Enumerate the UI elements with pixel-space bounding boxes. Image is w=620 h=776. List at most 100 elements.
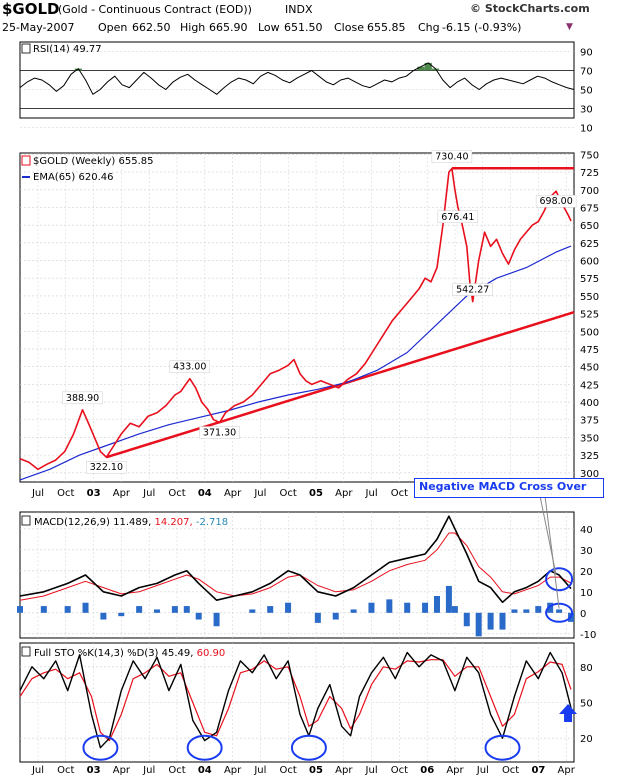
high-label: High [180, 21, 206, 34]
sto-tick-label-0: 80 [580, 663, 593, 674]
sto-tick-label-2: 20 [580, 734, 593, 745]
macd-histogram-bar-29 [487, 612, 494, 630]
open-value: 662.50 [132, 21, 171, 34]
price-x-tick-8: Jul [253, 488, 266, 499]
macd-histogram-bar-11 [213, 612, 220, 627]
rsi-tick-label-4: 10 [580, 124, 593, 135]
price-tick-label-8: 550 [580, 292, 599, 303]
rsi-overbought-fill-56 [424, 62, 432, 71]
price-annotation-6: 542.27 [456, 285, 489, 296]
macd-histogram-bar-10 [195, 612, 202, 620]
macd-histogram-bar-27 [463, 612, 470, 627]
macd-histogram-bar-1 [40, 606, 47, 613]
price-tick-label-9: 525 [580, 310, 599, 321]
price-annotation-7: 698.00 [540, 196, 573, 207]
rsi-legend-swatch [21, 43, 31, 54]
price-x-tick-6: 04 [198, 488, 212, 499]
macd-tick-label-0: 40 [580, 525, 593, 536]
macd-title-prefix: MACD(12,26,9) [34, 517, 113, 528]
price-tick-label-0: 750 [580, 150, 599, 161]
macd-legend-swatch [21, 515, 31, 526]
callout-pointer-2 [544, 495, 560, 609]
price-annotation-3: 371.30 [203, 428, 236, 439]
close-value: 655.85 [367, 21, 406, 34]
rsi-panel [19, 41, 575, 119]
sto-legend-swatch [21, 646, 31, 657]
macd-histogram-bar-4 [100, 612, 107, 620]
sto-title-prefix: Full STO %K(14,3) %D(3) [34, 648, 162, 659]
ema-line [19, 245, 572, 481]
macd-histogram-bar-13 [249, 609, 256, 613]
price-tick-label-15: 375 [580, 416, 599, 427]
sto-x-tick-4: Jul [142, 765, 155, 776]
price-annotation-box-5 [437, 210, 479, 224]
price-x-tick-9: Oct [280, 488, 297, 499]
macd-histogram-bar-6 [136, 606, 143, 613]
price-trendline-0 [106, 310, 575, 459]
price-tick-label-14: 400 [580, 398, 599, 409]
rsi-tick-label-3: 30 [580, 105, 593, 116]
price-x-tick-0: Jul [31, 488, 44, 499]
symbol-description: (Gold - Continuous Contract (EOD)) [58, 3, 252, 16]
sto-k-value: 45.49, [162, 648, 197, 659]
brand-label: © StockCharts.com [470, 2, 590, 15]
price-annotation-box-7 [535, 194, 577, 208]
price-legend-swatch [21, 155, 31, 166]
macd-histogram-bar-17 [314, 612, 321, 623]
price-x-tick-10: 05 [309, 488, 323, 499]
price-x-tick-12: Jul [365, 488, 378, 499]
price-x-tick-11: Apr [335, 488, 353, 499]
price-annotation-2: 433.00 [173, 362, 206, 373]
macd-histogram-bar-23 [422, 602, 429, 613]
macd-histogram-bar-22 [404, 602, 411, 613]
sto-x-tick-19: Apr [558, 765, 576, 776]
sto-x-tick-15: Apr [446, 765, 464, 776]
price-tick-label-16: 350 [580, 433, 599, 444]
price-tick-label-6: 600 [580, 257, 599, 268]
macd-histogram-bar-28 [475, 612, 482, 637]
up-arrow-icon [559, 704, 578, 722]
rsi-tick-label-0: 90 [580, 48, 593, 59]
macd-callout: Negative MACD Cross Over [414, 478, 604, 498]
price-panel [19, 152, 575, 483]
chg-value: -6.15 (-0.93%) [442, 21, 522, 34]
price-tick-label-3: 675 [580, 203, 599, 214]
sto-x-tick-14: 06 [420, 765, 434, 776]
sto-x-tick-17: Oct [502, 765, 519, 776]
macd-histogram-bar-5 [118, 612, 125, 617]
macd-tick-label-5: -10 [580, 630, 596, 641]
sto-tick-label-1: 50 [580, 699, 593, 710]
macd-histogram-bar-14 [267, 606, 274, 613]
price-tick-label-11: 475 [580, 345, 599, 356]
macd-tick-label-4: 0 [580, 609, 586, 620]
macd-histogram-bar-19 [350, 609, 357, 613]
macd-callout-label: Negative MACD Cross Over [419, 480, 587, 493]
macd-tick-label-2: 20 [580, 567, 593, 578]
sto-x-tick-9: Oct [280, 765, 297, 776]
price-tick-label-4: 650 [580, 221, 599, 232]
macd-histogram-bar-7 [154, 609, 161, 613]
price-x-tick-13: Oct [391, 488, 408, 499]
macd-histogram-bar-15 [285, 602, 292, 613]
price-tick-label-10: 500 [580, 327, 599, 338]
high-value: 665.90 [209, 21, 248, 34]
macd-title: MACD(12,26,9) 11.489, 14.207, -2.718 [34, 517, 228, 528]
macd-histogram-bar-30 [499, 612, 506, 630]
price-line [19, 167, 572, 471]
macd-tick-label-3: 10 [580, 588, 593, 599]
sto-x-tick-12: Jul [365, 765, 378, 776]
price-annotation-box-1 [86, 460, 127, 474]
symbol-title: $GOLD [2, 0, 60, 18]
sto-oversold-circle-1 [186, 734, 223, 761]
ema-legend-label: EMA(65) 620.46 [33, 172, 113, 183]
sto-x-tick-18: 07 [531, 765, 545, 776]
sto-x-tick-0: Jul [31, 765, 44, 776]
price-title: $GOLD (Weekly) 655.85 [33, 156, 154, 167]
macd-histogram-bar-20 [368, 602, 375, 613]
price-tick-label-13: 425 [580, 380, 599, 391]
price-tick-label-1: 725 [580, 168, 599, 179]
macd-histogram-bar-3 [82, 602, 89, 613]
sto-x-tick-11: Apr [335, 765, 353, 776]
price-annotation-box-4 [431, 150, 473, 163]
